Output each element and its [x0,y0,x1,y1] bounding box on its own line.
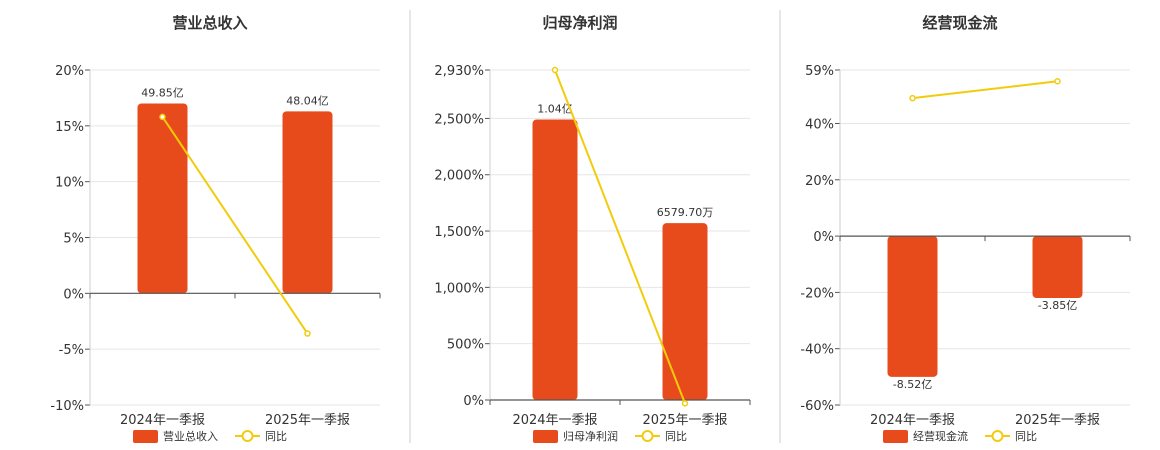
legend-swatch-marker [991,430,1004,442]
yoy-point [681,400,689,407]
bar-data-label: -8.52亿 [893,378,932,391]
yoy-point [159,113,166,121]
x-tick-label: 2025年一季报 [265,413,350,428]
y-tick-label: -10% [50,399,84,414]
y-tick-label: 20% [805,174,834,189]
y-tick-label: 15% [55,120,84,135]
chart-panel-3: 经营现金流 -60% -40% -20% 0% 20% 40% 59% -8.52亿 -3.85亿… [800,14,1131,443]
legend-label-bar: 归母净利润 [563,429,618,443]
y-tick-label: -5% [59,343,84,358]
x-tick-label: 2024年一季报 [870,413,955,428]
bar-data-label: 1.04亿 [537,103,573,116]
x-tick-label: 2025年一季报 [642,413,727,428]
yoy-line [912,80,1058,100]
chart-title: 经营现金流 [922,14,997,32]
legend: 经营现金流 同比 [883,429,1037,443]
yoy-point [909,94,916,102]
legend-label-line: 同比 [665,430,687,443]
legend-swatch-bar [133,430,158,443]
bar-data-label: -3.85亿 [1038,299,1077,312]
yoy-point [304,330,311,337]
x-tick-label: 2024年一季报 [120,413,205,428]
legend-label-bar: 经营现金流 [913,429,968,443]
bar-2 [282,111,333,294]
bar-1 [887,236,938,377]
x-tick-label: 2025年一季报 [1015,413,1100,428]
y-tick-label: 2,500% [434,112,484,127]
y-tick-label: -60% [800,399,834,414]
chart-title: 归母净利润 [542,14,617,32]
legend-swatch-marker [641,430,654,442]
y-tick-label: 1,500% [434,225,484,240]
legend: 归母净利润 同比 [533,429,687,443]
y-tick-label: 0% [463,394,484,409]
y-tick-label: 40% [805,117,834,132]
y-tick-label: -40% [800,343,834,358]
legend-label-line: 同比 [1015,430,1037,443]
yoy-point [551,66,559,74]
y-tick-label: 5% [63,232,84,247]
bar-2 [1032,236,1083,299]
yoy-line [554,69,686,404]
legend-swatch-bar [883,430,908,443]
bar-1 [137,103,188,294]
y-tick-label: 59% [805,64,834,79]
y-tick-label: 0% [63,287,84,302]
chart-panel-1: 营业总收入 -10% -5% 0% 5% 10% 15% 20% 49.85亿 48.04亿 202… [50,14,381,443]
legend: 营业总收入 同比 [133,429,287,443]
y-tick-label: 1,000% [434,281,484,296]
bar-1 [532,119,578,401]
yoy-line [161,116,309,335]
bar-2 [662,223,708,400]
yoy-point [1054,78,1061,85]
bar-data-label: 48.04亿 [286,94,329,107]
bar-data-label: 6579.70万 [657,206,714,219]
bar-data-label: 49.85亿 [141,87,184,100]
chart-title: 营业总收入 [172,14,247,32]
x-tick-label: 2024年一季报 [512,413,597,428]
legend-swatch-bar [533,430,558,443]
legend-swatch-marker [241,430,254,442]
y-tick-label: 2,000% [434,169,484,184]
legend-label-bar: 营业总收入 [163,429,218,443]
chart-panel-2: 归母净利润 0% 500% 1,000% 1,500% 2,000% 2,500% 2,930… [434,14,751,443]
y-tick-label: 10% [55,176,84,191]
y-tick-label: 500% [447,338,484,353]
y-tick-label: -20% [800,286,834,301]
y-tick-label: 2,930% [434,64,484,79]
y-tick-label: 20% [55,64,84,79]
legend-label-line: 同比 [265,430,287,443]
y-tick-label: 0% [813,230,834,245]
